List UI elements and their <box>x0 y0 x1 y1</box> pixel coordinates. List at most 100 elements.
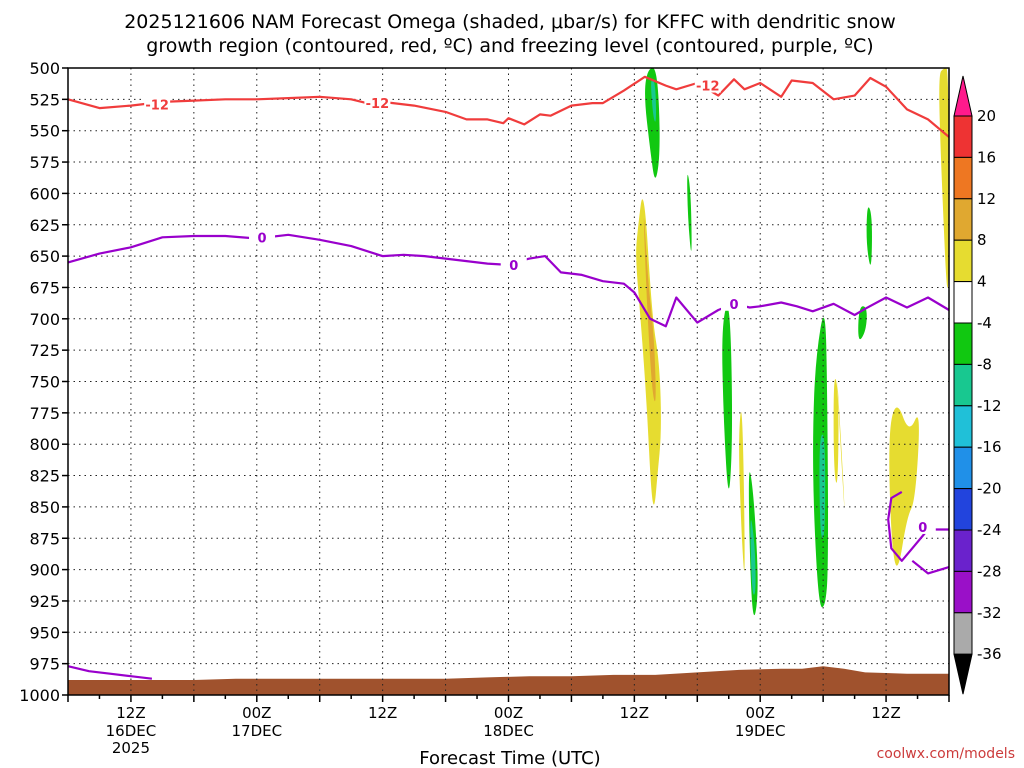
chart-title-line1: 2025121606 NAM Forecast Omega (shaded, μ… <box>124 11 896 33</box>
omega-region <box>651 79 657 122</box>
x-tick-date: 16DEC <box>106 722 157 740</box>
y-tick-label: 625 <box>29 216 60 235</box>
colorbar-label: 4 <box>977 273 987 291</box>
omega-region <box>645 68 660 178</box>
omega-region <box>722 306 733 489</box>
omega-region <box>866 207 872 265</box>
chart-title-line2: growth region (contoured, red, ºC) and f… <box>146 35 873 57</box>
colorbar-label: -8 <box>977 355 992 373</box>
colorbar-swatch <box>953 612 973 655</box>
contour-label: 0 <box>729 298 738 313</box>
x-tick-date: 17DEC <box>231 722 282 740</box>
y-tick-label: 525 <box>29 90 60 109</box>
omega-region <box>643 218 656 402</box>
colorbar-cap-bottom <box>953 653 973 695</box>
x-tick-label: 12Z <box>871 704 900 722</box>
colorbar-label: -36 <box>977 645 1002 663</box>
omega-region <box>858 306 867 340</box>
contour-label-bg <box>694 77 721 93</box>
colorbar-cap-top <box>953 75 973 117</box>
y-tick-label: 950 <box>29 623 60 642</box>
colorbar-label: -24 <box>977 521 1002 539</box>
contour-label: -12 <box>145 98 169 113</box>
y-tick-label: 775 <box>29 404 60 423</box>
y-tick-label: 975 <box>29 655 60 674</box>
y-axis: 500 525 550 575 600 625 650 675 700 725 750 775 800 8… <box>19 59 68 705</box>
colorbar-label: -28 <box>977 562 1002 580</box>
x-tick-label: 00Z <box>494 704 523 722</box>
omega-region <box>739 412 745 571</box>
omega-shading <box>636 68 949 616</box>
x-tick-label: 12Z <box>116 704 145 722</box>
omega-region <box>833 379 839 483</box>
y-tick-label: 550 <box>29 122 60 141</box>
x-tick-year: 2025 <box>112 739 150 757</box>
colorbar-swatch <box>953 405 973 448</box>
y-tick-label: 675 <box>29 278 60 297</box>
contour-label-bg <box>249 229 276 245</box>
grid-lines <box>68 68 949 695</box>
omega-region <box>687 174 692 251</box>
omega-region <box>837 380 845 508</box>
colorbar-label: -16 <box>977 438 1002 456</box>
x-tick-label: 00Z <box>746 704 775 722</box>
omega-region <box>939 68 949 288</box>
colorbar-label: 8 <box>977 231 987 249</box>
contour-label: -12 <box>696 80 720 95</box>
omega-region <box>889 407 919 566</box>
x-axis-title: Forecast Time (UTC) <box>419 748 600 768</box>
y-tick-label: 875 <box>29 529 60 548</box>
y-tick-label: 1000 <box>19 686 60 705</box>
colorbar-label: 12 <box>977 190 996 208</box>
y-tick-label: 650 <box>29 247 60 266</box>
contour-label-bg <box>144 96 171 112</box>
colorbar-swatch <box>953 363 973 407</box>
colorbar-swatch <box>953 115 973 158</box>
y-tick-label: 800 <box>29 435 60 454</box>
y-tick-label: 850 <box>29 498 60 517</box>
colorbar-swatch <box>953 322 973 365</box>
freezing-level-contour <box>67 233 950 328</box>
colorbar-label: -12 <box>977 397 1002 415</box>
y-tick-label: 825 <box>29 467 60 486</box>
omega-region <box>819 434 826 539</box>
y-tick-label: 600 <box>29 184 60 203</box>
terrain-fill <box>68 666 949 695</box>
y-tick-label: 750 <box>29 373 60 392</box>
contours: -12 -12 -12 0 0 0 0 <box>67 75 950 680</box>
contour-label-bg <box>500 256 527 272</box>
y-tick-label: 725 <box>29 341 60 360</box>
credit-text: coolwx.com/models <box>877 746 1015 762</box>
x-tick-label: 12Z <box>368 704 397 722</box>
contour-label: 0 <box>258 231 267 246</box>
colorbar-label: 16 <box>977 148 996 166</box>
y-tick-label: 900 <box>29 561 60 580</box>
omega-region <box>750 520 756 595</box>
contour-label: -12 <box>366 97 390 112</box>
colorbar-label: -4 <box>977 314 992 332</box>
terrain <box>68 666 949 695</box>
x-tick-date: 18DEC <box>483 722 534 740</box>
x-tick-label: 00Z <box>242 704 271 722</box>
colorbar-label: -32 <box>977 604 1002 622</box>
contour-label-bg <box>720 295 747 311</box>
contour-label: 0 <box>509 259 518 274</box>
colorbar-swatch <box>953 239 973 283</box>
colorbar-swatch <box>953 488 973 531</box>
colorbar-swatch <box>953 156 973 200</box>
plot-area: -12 -12 -12 0 0 0 0 <box>67 67 950 696</box>
colorbar-swatch <box>953 281 973 324</box>
contour-label: 0 <box>918 521 927 536</box>
contour-label-bg <box>364 95 391 111</box>
y-tick-label: 925 <box>29 592 60 611</box>
colorbar-swatch <box>953 198 973 241</box>
omega-region <box>636 199 661 505</box>
x-tick-date: 19DEC <box>735 722 786 740</box>
colorbar-label: -20 <box>977 480 1002 498</box>
colorbar-swatch <box>953 529 973 572</box>
colorbar-label: 20 <box>977 107 996 125</box>
contour-label-bg <box>909 518 936 534</box>
y-tick-label: 500 <box>29 59 60 78</box>
